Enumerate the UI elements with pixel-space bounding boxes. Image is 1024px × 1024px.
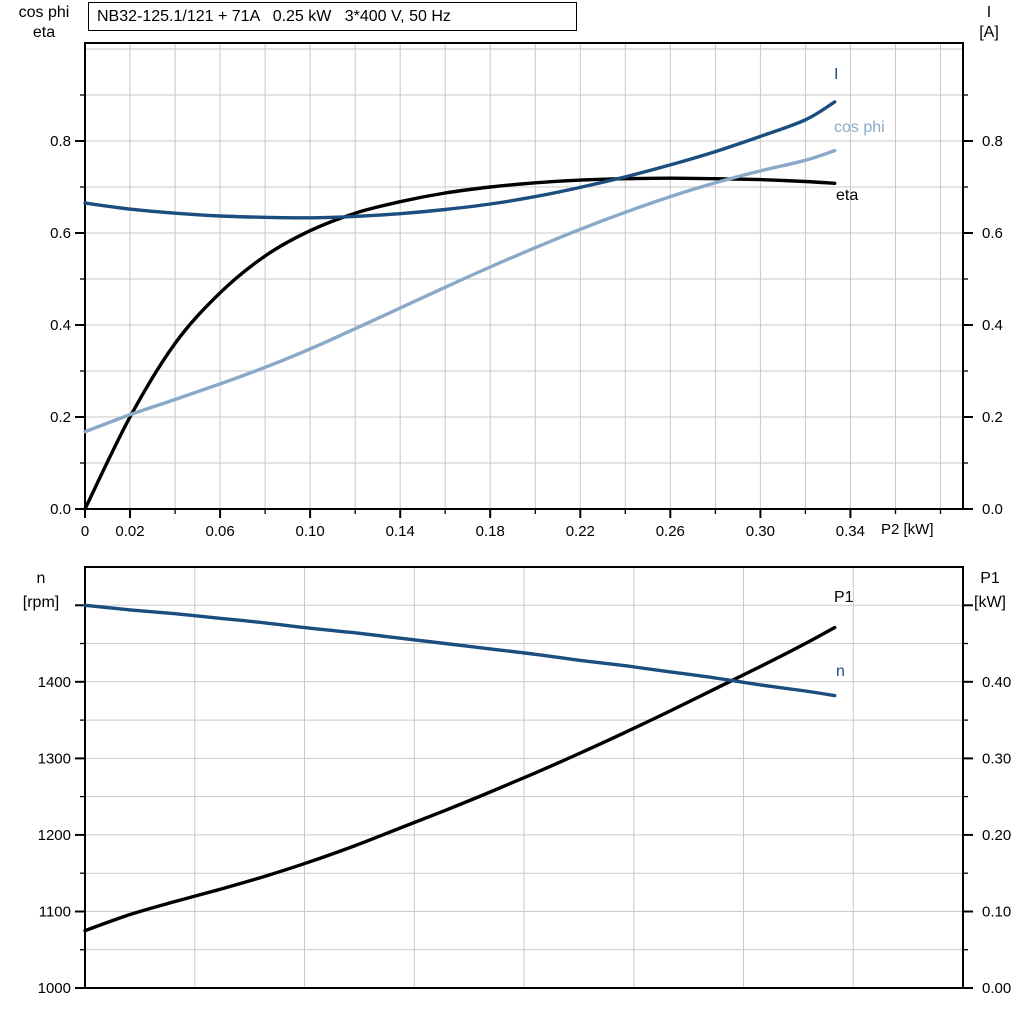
x-axis-tick-label: 0.26 (656, 523, 685, 540)
right-axis-tick-label: 0.8 (982, 133, 1003, 150)
left-axis-tick-label: 0.2 (50, 409, 71, 426)
x-axis-tick-label: 0.06 (205, 523, 234, 540)
x-axis-title-p2: P2 [kW] (881, 521, 934, 538)
left-axis-tick-label: 1100 (39, 904, 71, 921)
left-axis-unit-rpm: [rpm] (22, 594, 60, 611)
x-axis-tick-label: 0.02 (115, 523, 144, 540)
right-axis-unit-ampere: [A] (979, 24, 999, 41)
right-axis-tick-label: 0.6 (982, 225, 1003, 242)
right-axis-title-current: I (986, 4, 992, 21)
left-axis-tick-label: 0.0 (50, 501, 71, 518)
curve-P1 (83, 625, 837, 933)
right-axis-tick-label: 0.2 (982, 409, 1003, 426)
right-axis-tick-label: 0.0 (982, 501, 1003, 518)
right-axis-title-input-power: P1 (980, 570, 1000, 587)
left-axis-title-eta: eta (32, 24, 56, 41)
plot-border (84, 42, 964, 510)
x-axis-tick-label: 0.30 (746, 523, 775, 540)
curve-eta (83, 176, 837, 511)
x-axis-tick-label: 0.14 (386, 523, 415, 540)
left-axis-title-speed: n (36, 570, 46, 587)
x-axis-tick-label: 0.18 (476, 523, 505, 540)
left-axis-title-cos-phi: cos phi (18, 4, 70, 21)
bottom-left-axis-title: n [rpm] (4, 567, 78, 615)
right-axis-tick-label: 0.30 (982, 750, 1011, 767)
top-chart-electrical-curves: 0.0 0.2 0.4 0.6 0.8 0.0 0.2 0.4 0.6 0.8 0 0.02 0.06 0… (50, 42, 1003, 540)
x-axis-tick-label: 0.34 (836, 523, 865, 540)
left-axis-tick-label: 0.8 (50, 133, 71, 150)
right-axis-tick-label: 0.40 (982, 674, 1011, 691)
curve-label-p1: P1 (834, 589, 854, 606)
curve-label-current: I (834, 66, 839, 83)
top-left-axis-title: cos phi eta (4, 3, 84, 43)
curve-label-cos-phi: cos phi (834, 119, 885, 136)
left-axis-tick-label: 0.4 (50, 317, 71, 334)
left-axis-tick-label: 1300 (38, 750, 71, 767)
curve-label-eta: eta (836, 187, 859, 204)
bottom-chart-speed-power-curves: 1000 1100 1200 1300 1400 0.00 0.10 0.20 0.30 0.40 (38, 566, 1011, 997)
x-axis-tick-label: 0.10 (295, 523, 324, 540)
right-axis-tick-label: 0.00 (982, 980, 1011, 997)
right-axis-tick-label: 0.10 (982, 904, 1011, 921)
bottom-right-axis-title: P1 [kW] (961, 567, 1019, 615)
right-axis-tick-label: 0.20 (982, 827, 1011, 844)
right-axis-unit-kw: [kW] (974, 594, 1006, 611)
curve-I (83, 100, 837, 220)
right-axis-tick-label: 0.4 (982, 317, 1003, 334)
left-axis-tick-label: 1000 (38, 980, 71, 997)
curve-label-n: n (836, 663, 845, 680)
left-axis-tick-label: 0.6 (50, 225, 71, 242)
left-axis-tick-label: 1400 (38, 674, 71, 691)
curve-cos-phi (83, 148, 837, 434)
x-axis-tick-label: 0.22 (566, 523, 595, 540)
left-axis-tick-label: 1200 (38, 827, 71, 844)
plot-border (84, 566, 964, 989)
top-right-axis-title: I [A] (961, 3, 1017, 43)
x-axis-tick-label: 0 (81, 523, 89, 540)
chart-title: NB32-125.1/121 + 71A 0.25 kW 3*400 V, 50… (97, 7, 451, 25)
curve-n (83, 603, 837, 698)
chart-title-box: NB32-125.1/121 + 71A 0.25 kW 3*400 V, 50… (88, 2, 577, 31)
